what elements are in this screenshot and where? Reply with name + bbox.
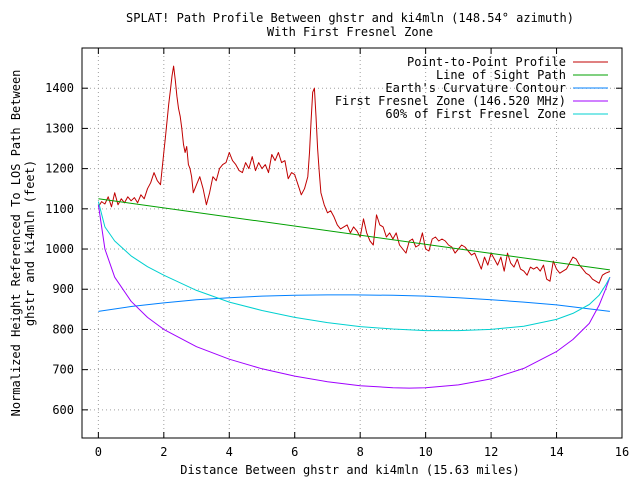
- y-tick-label: 1200: [45, 162, 74, 176]
- chart-subtitle: With First Fresnel Zone: [267, 25, 433, 39]
- series-earth-s-curvature-contour: [98, 294, 610, 312]
- legend-label: Line of Sight Path: [436, 68, 566, 82]
- series-layer: [97, 65, 611, 389]
- chart-title: SPLAT! Path Profile Between ghstr and ki…: [126, 11, 574, 25]
- series-60-of-first-fresnel-zone: [97, 201, 611, 332]
- legend-label: First Fresnel Zone (146.520 MHz): [335, 94, 566, 108]
- x-tick-label: 0: [95, 445, 102, 459]
- y-tick-label: 900: [52, 282, 74, 296]
- series-point-to-point-profile: [97, 65, 611, 284]
- legend-label: 60% of First Fresnel Zone: [385, 107, 566, 121]
- y-tick-label: 1400: [45, 81, 74, 95]
- x-tick-label: 2: [160, 445, 167, 459]
- x-tick-label: 6: [291, 445, 298, 459]
- y-axis-label-line1: Normalized Height Referenced To LOS Path…: [9, 70, 23, 417]
- x-axis-label: Distance Between ghstr and ki4mln (15.63…: [180, 463, 520, 477]
- y-axis-label: Normalized Height Referenced To LOS Path…: [9, 70, 37, 417]
- x-tick-label: 16: [615, 445, 629, 459]
- legend-label: Point-to-Point Profile: [407, 55, 566, 69]
- y-axis-label-line2: ghstr and ki4mln (feet): [23, 160, 37, 326]
- x-tick-label: 14: [549, 445, 563, 459]
- x-tick-label: 4: [226, 445, 233, 459]
- series-line-of-sight-path: [98, 198, 610, 271]
- grid: [82, 48, 622, 438]
- y-tick-label: 700: [52, 363, 74, 377]
- y-tick-label: 1300: [45, 121, 74, 135]
- y-tick-label: 800: [52, 322, 74, 336]
- axis-ticks: 0 2 4 6 8 10 12 14 16 600 700 800 900 1000 1100 1200 130…: [45, 48, 629, 459]
- y-tick-label: 1100: [45, 202, 74, 216]
- x-tick-label: 10: [418, 445, 432, 459]
- x-tick-label: 12: [484, 445, 498, 459]
- y-tick-label: 600: [52, 403, 74, 417]
- legend-label: Earth's Curvature Contour: [385, 81, 566, 95]
- x-tick-label: 8: [357, 445, 364, 459]
- y-tick-label: 1000: [45, 242, 74, 256]
- plot-frame: [81, 47, 623, 439]
- series-first-fresnel-zone-146-520-mhz: [97, 204, 611, 389]
